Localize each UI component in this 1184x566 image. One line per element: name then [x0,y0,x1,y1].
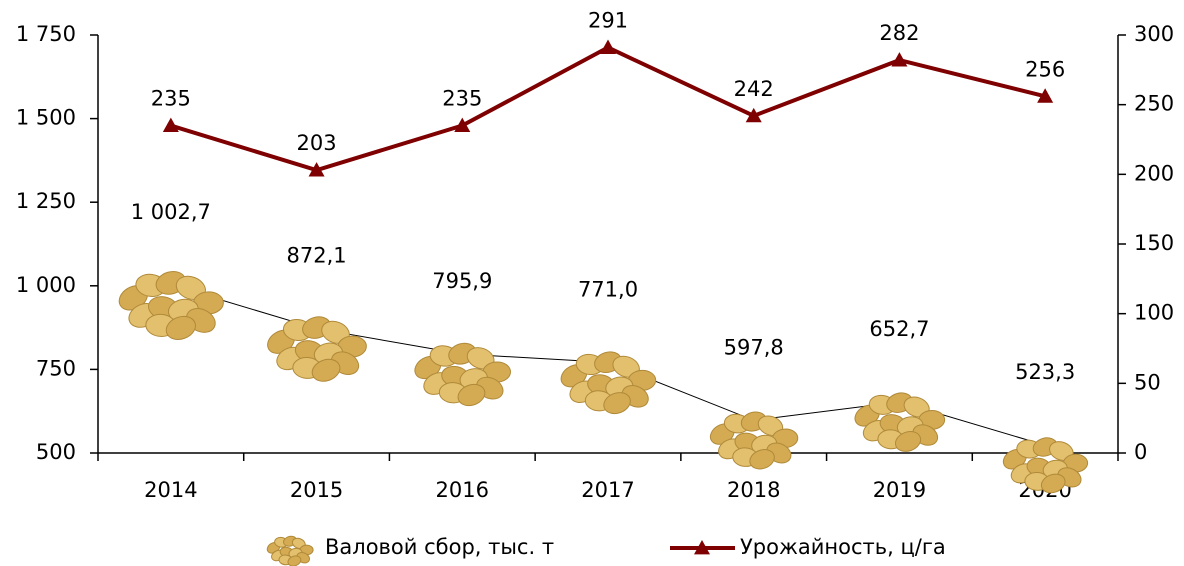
x-tick-label: 2018 [727,478,780,502]
triangle-marker [163,118,179,132]
y-tick-label: 1 750 [16,22,76,46]
data-label: 523,3 [1015,360,1075,384]
data-marker [163,118,179,132]
y-tick-label: 500 [36,440,76,464]
data-label: 256 [1025,57,1065,81]
chart: 500 750 1 000 1 250 1 500 1 750 0 50 100 150 200 25… [0,0,1184,566]
data-marker [851,390,945,455]
y-tick-label: 1 500 [16,106,76,130]
y2-tick-label: 100 [1134,301,1174,325]
x-tick-label: 2014 [144,478,197,502]
data-label: 771,0 [578,277,638,301]
data-label: 235 [151,87,191,111]
data-label: 235 [442,87,482,111]
data-label: 242 [734,77,774,101]
y-tick-label: 1 250 [16,189,76,213]
data-marker [557,349,656,417]
y2-tick-label: 300 [1134,22,1174,46]
x-tick-label: 2015 [290,478,343,502]
x-tick-label: 2017 [581,478,634,502]
y2-tick-label: 50 [1134,370,1161,394]
data-marker [600,40,616,54]
data-label: 795,9 [432,269,492,293]
y2-tick-label: 0 [1134,440,1147,464]
data-marker [263,314,366,385]
x-tick-label: 2016 [436,478,489,502]
data-label: 282 [879,21,919,45]
y-tick-label: 750 [36,356,76,380]
data-marker [707,409,798,472]
y2-tick-label: 150 [1134,231,1174,255]
triangle-marker [600,40,616,54]
triangle-marker [891,52,907,66]
data-marker [891,52,907,66]
legend-key [265,535,313,566]
page: {"chart_data": {"type": "line", "categor… [0,0,1184,566]
data-marker [115,268,224,343]
legend-label: Урожайность, ц/га [740,535,946,559]
legend-key [670,540,735,554]
data-marker [411,340,511,409]
y2-tick-label: 200 [1134,161,1174,185]
data-label: 597,8 [724,335,784,359]
data-label: 291 [588,9,628,33]
data-label: 203 [297,131,337,155]
x-tick-label: 2019 [873,478,926,502]
data-label: 872,1 [287,244,347,268]
data-label: 1 002,7 [131,200,211,224]
y2-tick-label: 250 [1134,92,1174,116]
data-marker [1000,435,1088,496]
legend-label: Валовой сбор, тыс. т [325,535,554,559]
y-tick-label: 1 000 [16,273,76,297]
data-label: 652,7 [869,317,929,341]
